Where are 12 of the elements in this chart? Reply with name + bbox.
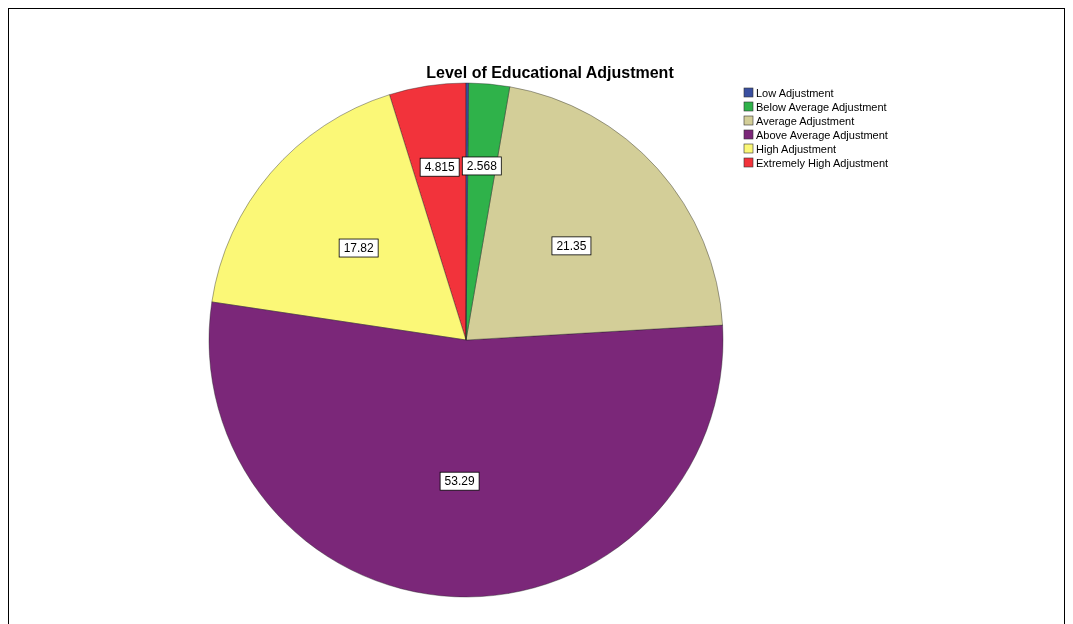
data-label: 21.35 — [556, 238, 587, 253]
chart-title: Level of Educational Adjustment — [426, 64, 675, 81]
data-label: 53.29 — [444, 474, 475, 489]
legend-label: Extremely High Adjustment — [756, 157, 889, 169]
data-label: 17.82 — [343, 241, 374, 256]
data-label: 2.568 — [466, 158, 498, 173]
legend-label: Above Average Adjustment — [756, 129, 888, 141]
legend-label: High Adjustment — [756, 143, 837, 155]
legend-label: Low Adjustment — [756, 87, 834, 99]
legend-label: Average Adjustment — [756, 115, 855, 127]
data-label: 4.815 — [424, 160, 456, 175]
legend-label: Below Average Adjustment — [756, 101, 887, 113]
